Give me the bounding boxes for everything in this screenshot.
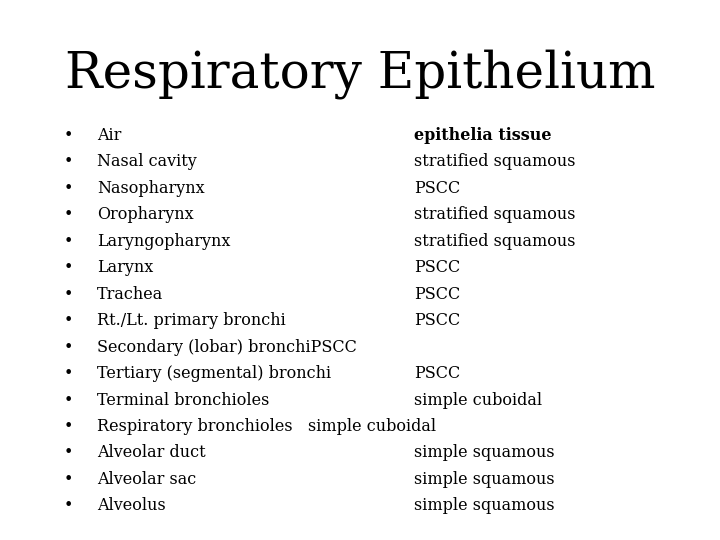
Text: simple squamous: simple squamous [414, 444, 554, 461]
Text: stratified squamous: stratified squamous [414, 153, 575, 170]
Text: Nasopharynx: Nasopharynx [97, 180, 204, 197]
Text: •: • [63, 180, 73, 197]
Text: simple squamous: simple squamous [414, 497, 554, 514]
Text: PSCC: PSCC [414, 259, 460, 276]
Text: •: • [63, 233, 73, 249]
Text: stratified squamous: stratified squamous [414, 233, 575, 249]
Text: PSCC: PSCC [414, 286, 460, 302]
Text: simple cuboidal: simple cuboidal [414, 392, 542, 408]
Text: Alveolar sac: Alveolar sac [97, 471, 197, 488]
Text: •: • [63, 127, 73, 144]
Text: Secondary (lobar) bronchiPSCC: Secondary (lobar) bronchiPSCC [97, 339, 357, 355]
Text: •: • [63, 206, 73, 223]
Text: •: • [63, 471, 73, 488]
Text: •: • [63, 339, 73, 355]
Text: Larynx: Larynx [97, 259, 153, 276]
Text: •: • [63, 392, 73, 408]
Text: Air: Air [97, 127, 122, 144]
Text: Respiratory Epithelium: Respiratory Epithelium [65, 49, 655, 99]
Text: •: • [63, 444, 73, 461]
Text: Alveolus: Alveolus [97, 497, 166, 514]
Text: •: • [63, 312, 73, 329]
Text: Laryngopharynx: Laryngopharynx [97, 233, 230, 249]
Text: epithelia tissue: epithelia tissue [414, 127, 552, 144]
Text: Rt./Lt. primary bronchi: Rt./Lt. primary bronchi [97, 312, 286, 329]
Text: Terminal bronchioles: Terminal bronchioles [97, 392, 269, 408]
Text: PSCC: PSCC [414, 312, 460, 329]
Text: Respiratory bronchioles   simple cuboidal: Respiratory bronchioles simple cuboidal [97, 418, 436, 435]
Text: •: • [63, 497, 73, 514]
Text: stratified squamous: stratified squamous [414, 206, 575, 223]
Text: PSCC: PSCC [414, 180, 460, 197]
Text: Oropharynx: Oropharynx [97, 206, 194, 223]
Text: Tertiary (segmental) bronchi: Tertiary (segmental) bronchi [97, 365, 331, 382]
Text: •: • [63, 286, 73, 302]
Text: Trachea: Trachea [97, 286, 163, 302]
Text: •: • [63, 418, 73, 435]
Text: PSCC: PSCC [414, 365, 460, 382]
Text: Alveolar duct: Alveolar duct [97, 444, 206, 461]
Text: Nasal cavity: Nasal cavity [97, 153, 197, 170]
Text: •: • [63, 153, 73, 170]
Text: •: • [63, 259, 73, 276]
Text: •: • [63, 365, 73, 382]
Text: simple squamous: simple squamous [414, 471, 554, 488]
